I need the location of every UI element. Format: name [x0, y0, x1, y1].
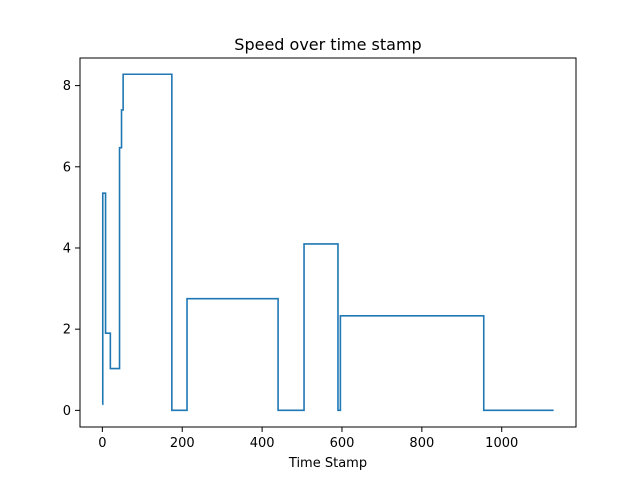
y-axis: 0 2 4 6 8 [63, 79, 80, 419]
series-layer [101, 73, 554, 412]
chart-title: Speed over time stamp [234, 35, 421, 54]
x-axis: 0 200 400 600 800 1000 [98, 427, 518, 451]
x-tick-label: 0 [98, 436, 106, 451]
x-tick-label: 800 [409, 436, 434, 451]
y-tick-label: 6 [63, 160, 71, 175]
x-tick-label: 200 [170, 436, 195, 451]
y-tick-label: 8 [63, 79, 71, 94]
series-line-0 [101, 73, 554, 412]
axes-frame [79, 57, 577, 428]
y-tick-label: 2 [63, 323, 71, 338]
plot-area [79, 57, 577, 428]
x-tick-label: 1000 [485, 436, 518, 451]
y-tick-label: 0 [63, 404, 71, 419]
x-tick-label: 400 [250, 436, 275, 451]
x-axis-label: Time Stamp [288, 456, 367, 471]
x-tick-label: 600 [330, 436, 355, 451]
y-tick-label: 4 [63, 241, 71, 256]
